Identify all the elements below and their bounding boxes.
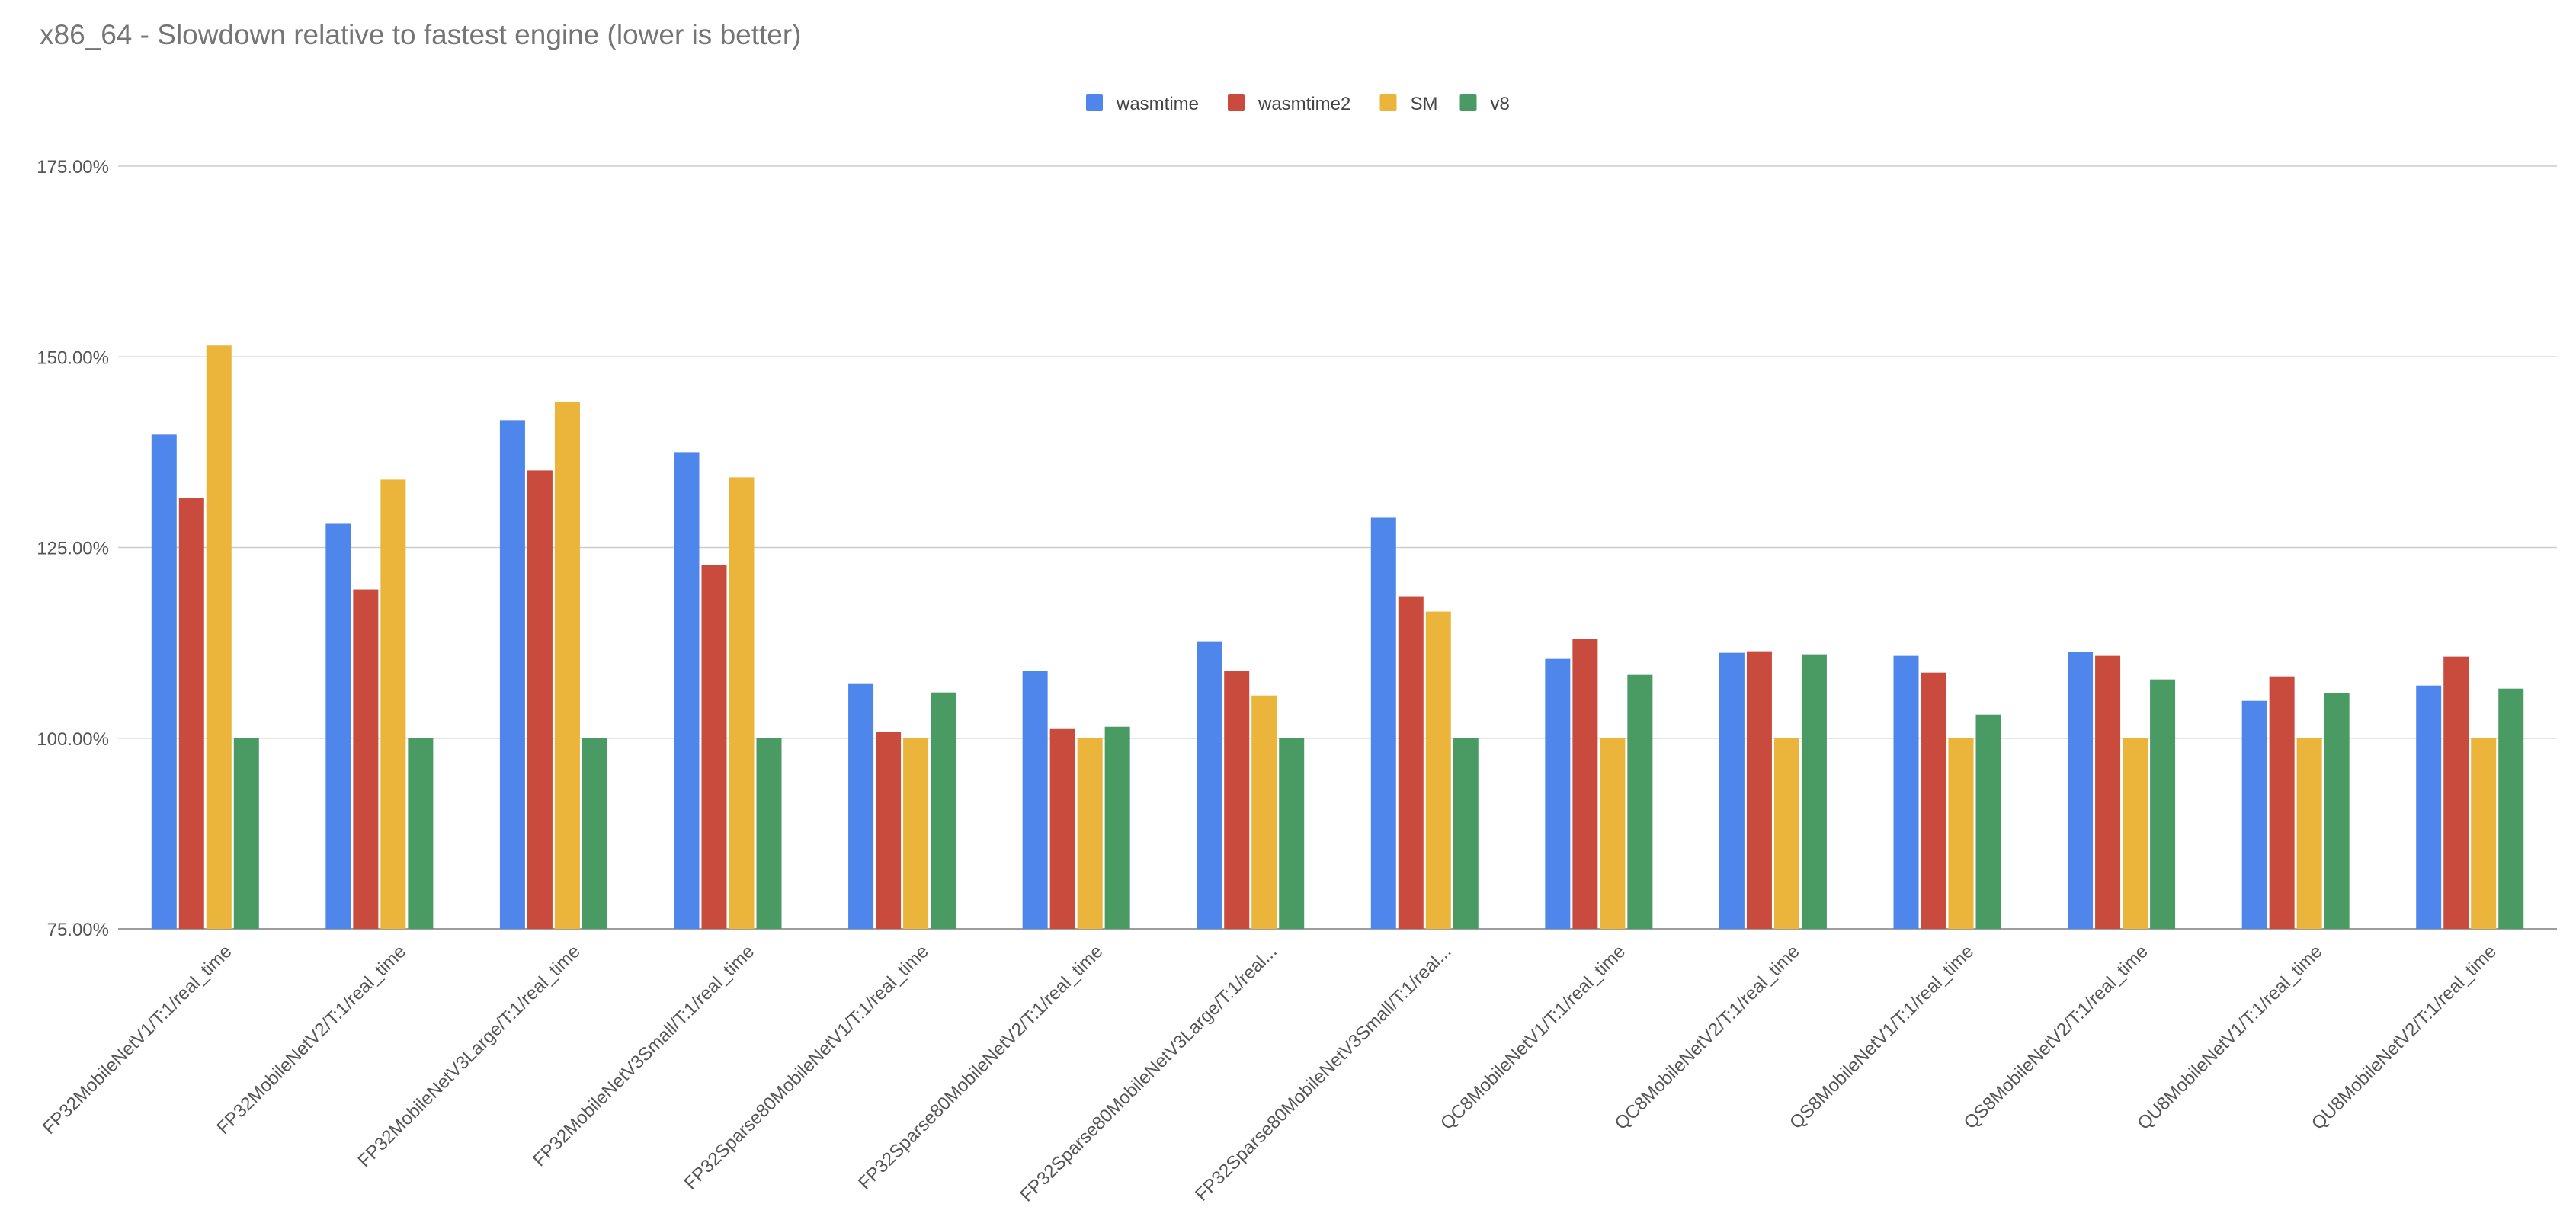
- bar-wasmtime-11[interactable]: [1893, 655, 1919, 929]
- legend-label-wasmtime2[interactable]: wasmtime2: [1258, 94, 1350, 114]
- bar-sm-8[interactable]: [1425, 611, 1451, 929]
- bar-sm-2[interactable]: [380, 479, 406, 929]
- bar-sm-6[interactable]: [1077, 738, 1103, 929]
- bar-wasmtime-2[interactable]: [325, 523, 351, 929]
- legend-label-sm[interactable]: SM: [1411, 94, 1438, 114]
- bar-wasmtime2-1[interactable]: [178, 498, 204, 929]
- bar-wasmtime-3[interactable]: [499, 420, 525, 929]
- bar-wasmtime-12[interactable]: [2068, 652, 2094, 929]
- bar-wasmtime-9[interactable]: [1545, 658, 1571, 929]
- x-tick-label: FP32MobileNetV1/T:1/real_time: [39, 941, 236, 1138]
- bar-v8-4[interactable]: [756, 738, 782, 929]
- bar-sm-13[interactable]: [2296, 738, 2322, 929]
- legend-label-wasmtime[interactable]: wasmtime: [1116, 94, 1199, 114]
- bar-v8-10[interactable]: [1801, 654, 1827, 929]
- bar-sm-7[interactable]: [1251, 695, 1277, 929]
- bar-v8-13[interactable]: [2324, 693, 2350, 929]
- bar-wasmtime2-9[interactable]: [1572, 639, 1598, 929]
- chart-title: x86_64 - Slowdown relative to fastest en…: [40, 19, 802, 50]
- bar-sm-12[interactable]: [2123, 738, 2148, 929]
- bar-wasmtime-7[interactable]: [1197, 641, 1222, 929]
- legend-label-v8[interactable]: v8: [1491, 94, 1510, 114]
- bar-v8-14[interactable]: [2498, 688, 2524, 929]
- y-tick-label: 75.00%: [47, 920, 109, 940]
- bar-wasmtime2-13[interactable]: [2269, 676, 2295, 929]
- legend[interactable]: wasmtime wasmtime2 SM v8: [1086, 94, 1510, 114]
- bar-v8-2[interactable]: [408, 738, 434, 929]
- bar-sm-10[interactable]: [1773, 738, 1799, 929]
- bar-wasmtime2-11[interactable]: [1921, 672, 1946, 929]
- bar-wasmtime2-12[interactable]: [2095, 655, 2121, 929]
- bar-sm-9[interactable]: [1600, 738, 1626, 929]
- bar-sm-5[interactable]: [903, 738, 929, 929]
- bar-sm-1[interactable]: [206, 345, 232, 929]
- bar-v8-12[interactable]: [2150, 679, 2176, 929]
- y-axis-labels: 75.00% 100.00% 125.00% 150.00% 175.00%: [37, 157, 109, 940]
- bar-wasmtime-4[interactable]: [674, 452, 700, 929]
- bar-sm-14[interactable]: [2471, 738, 2497, 929]
- bar-wasmtime-8[interactable]: [1370, 517, 1396, 929]
- y-tick-label: 125.00%: [37, 539, 109, 559]
- bar-v8-3[interactable]: [582, 738, 607, 929]
- y-tick-label: 175.00%: [37, 157, 109, 178]
- bar-wasmtime-14[interactable]: [2416, 685, 2442, 929]
- bar-v8-6[interactable]: [1104, 726, 1130, 929]
- x-tick-label: QU8MobileNetV1/T:1/real_time: [2133, 941, 2326, 1134]
- bar-wasmtime2-4[interactable]: [701, 565, 727, 929]
- bar-wasmtime2-10[interactable]: [1746, 651, 1772, 929]
- legend-swatch-sm: [1379, 94, 1397, 111]
- bar-v8-8[interactable]: [1453, 738, 1479, 929]
- bar-v8-1[interactable]: [233, 738, 259, 929]
- bar-wasmtime2-8[interactable]: [1398, 596, 1424, 929]
- bar-wasmtime2-7[interactable]: [1224, 671, 1250, 929]
- bar-v8-7[interactable]: [1279, 738, 1305, 929]
- bar-v8-9[interactable]: [1627, 674, 1653, 929]
- bar-wasmtime-10[interactable]: [1719, 652, 1745, 929]
- x-tick-label: FP32MobileNetV2/T:1/real_time: [213, 941, 410, 1138]
- bar-wasmtime-1[interactable]: [151, 434, 177, 929]
- bar-v8-5[interactable]: [931, 692, 956, 929]
- bar-wasmtime2-6[interactable]: [1049, 728, 1075, 929]
- gridlines: [118, 165, 2557, 930]
- bar-wasmtime-6[interactable]: [1022, 671, 1048, 929]
- y-tick-label: 150.00%: [37, 347, 109, 368]
- bar-sm-11[interactable]: [1948, 738, 1974, 929]
- x-axis-labels: FP32MobileNetV1/T:1/real_timeFP32MobileN…: [39, 941, 2501, 1205]
- bar-wasmtime2-3[interactable]: [527, 470, 553, 929]
- x-tick-label: QS8MobileNetV2/T:1/real_time: [1960, 941, 2152, 1133]
- legend-swatch-v8: [1459, 94, 1477, 111]
- legend-swatch-wasmtime: [1086, 94, 1103, 111]
- x-tick-label: QC8MobileNetV2/T:1/real_time: [1611, 941, 1804, 1134]
- bar-sm-4[interactable]: [729, 477, 755, 929]
- bar-wasmtime2-14[interactable]: [2443, 656, 2469, 929]
- bar-wasmtime-5[interactable]: [848, 683, 874, 929]
- bar-wasmtime2-5[interactable]: [876, 732, 902, 929]
- bar-sm-3[interactable]: [554, 402, 580, 929]
- legend-swatch-wasmtime2: [1228, 94, 1245, 111]
- bar-wasmtime2-2[interactable]: [353, 589, 379, 929]
- bar-v8-11[interactable]: [1975, 714, 2001, 929]
- x-tick-label: QS8MobileNetV1/T:1/real_time: [1786, 941, 1978, 1133]
- bar-wasmtime-13[interactable]: [2241, 700, 2267, 929]
- x-tick-label: QC8MobileNetV1/T:1/real_time: [1437, 941, 1629, 1134]
- bars: [151, 345, 2524, 929]
- x-tick-label: QU8MobileNetV2/T:1/real_time: [2308, 941, 2501, 1134]
- y-tick-label: 100.00%: [37, 729, 109, 750]
